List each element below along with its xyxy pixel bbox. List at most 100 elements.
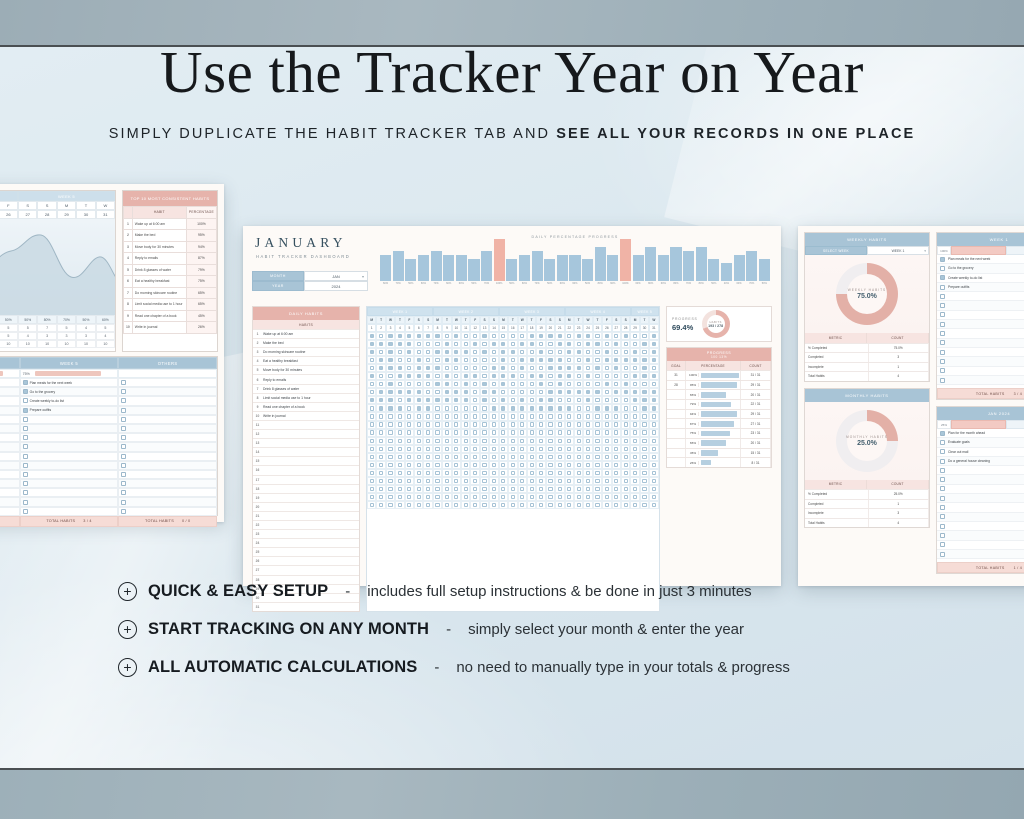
grid-checkbox[interactable] (548, 390, 553, 395)
grid-cell[interactable] (432, 348, 443, 357)
grid-checkbox[interactable] (538, 454, 544, 459)
grid-checkbox[interactable] (473, 382, 478, 387)
grid-checkbox[interactable] (595, 470, 600, 475)
grid-cell[interactable] (545, 436, 556, 445)
habit-row-empty[interactable]: 19 (253, 492, 359, 502)
grid-cell[interactable] (630, 436, 640, 445)
grid-cell[interactable] (376, 460, 386, 469)
grid-checkbox[interactable] (491, 414, 497, 419)
grid-cell[interactable] (639, 420, 650, 429)
checkbox[interactable] (121, 453, 127, 459)
grid-checkbox[interactable] (538, 406, 544, 411)
month-value[interactable]: JAN ▾ (304, 271, 368, 281)
grid-checkbox[interactable] (538, 470, 544, 475)
grid-cell[interactable] (639, 412, 650, 421)
grid-cell[interactable] (385, 476, 396, 485)
grid-cell[interactable] (583, 348, 593, 357)
grid-cell[interactable] (404, 476, 415, 485)
grid-cell[interactable] (451, 388, 462, 397)
grid-checkbox[interactable] (473, 414, 478, 419)
checkbox[interactable] (940, 293, 945, 299)
grid-checkbox[interactable] (444, 350, 450, 355)
grid-cell[interactable] (564, 332, 574, 341)
grid-checkbox[interactable] (557, 438, 562, 443)
grid-checkbox[interactable] (642, 374, 647, 379)
grid-cell[interactable] (630, 468, 640, 477)
grid-checkbox[interactable] (604, 486, 609, 491)
grid-checkbox[interactable] (651, 350, 656, 355)
grid-cell[interactable] (649, 340, 659, 349)
grid-cell[interactable] (395, 468, 405, 477)
grid-checkbox[interactable] (416, 446, 421, 451)
grid-cell[interactable] (583, 476, 593, 485)
grid-cell[interactable] (432, 500, 443, 510)
grid-cell[interactable] (451, 500, 462, 510)
grid-checkbox[interactable] (473, 358, 478, 363)
grid-checkbox[interactable] (595, 502, 600, 508)
grid-cell[interactable] (404, 452, 415, 461)
grid-checkbox[interactable] (567, 422, 572, 427)
grid-cell[interactable] (376, 428, 386, 437)
grid-checkbox[interactable] (435, 358, 440, 363)
grid-checkbox[interactable] (567, 382, 572, 387)
grid-cell[interactable] (602, 420, 612, 429)
grid-cell[interactable] (649, 484, 659, 493)
grid-cell[interactable] (526, 372, 537, 381)
grid-cell[interactable] (630, 412, 640, 421)
grid-checkbox[interactable] (538, 358, 544, 363)
grid-checkbox[interactable] (426, 333, 431, 339)
grid-cell[interactable] (602, 500, 612, 510)
grid-checkbox[interactable] (548, 341, 553, 347)
grid-cell[interactable] (442, 412, 452, 421)
grid-checkbox[interactable] (623, 366, 628, 371)
grid-cell[interactable] (592, 428, 603, 437)
grid-cell[interactable] (451, 460, 462, 469)
grid-cell[interactable] (423, 412, 433, 421)
grid-cell[interactable] (630, 356, 640, 365)
grid-checkbox[interactable] (501, 374, 506, 379)
grid-cell[interactable] (592, 420, 603, 429)
grid-cell[interactable] (376, 364, 386, 373)
grid-checkbox[interactable] (426, 494, 431, 500)
grid-checkbox[interactable] (632, 430, 638, 435)
grid-checkbox[interactable] (520, 470, 525, 475)
grid-cell[interactable] (470, 492, 480, 501)
grid-checkbox[interactable] (576, 341, 581, 347)
grid-checkbox[interactable] (557, 470, 562, 475)
grid-checkbox[interactable] (397, 382, 403, 387)
grid-cell[interactable] (592, 372, 603, 381)
grid-cell[interactable] (583, 428, 593, 437)
grid-checkbox[interactable] (614, 406, 619, 411)
grid-checkbox[interactable] (529, 406, 534, 411)
grid-cell[interactable] (602, 332, 612, 341)
grid-cell[interactable] (583, 380, 593, 389)
grid-cell[interactable] (555, 500, 565, 510)
grid-cell[interactable] (461, 372, 471, 381)
grid-checkbox[interactable] (529, 478, 534, 483)
grid-cell[interactable] (432, 340, 443, 349)
grid-cell[interactable] (620, 404, 631, 413)
habit-row-empty[interactable]: 22 (253, 519, 359, 529)
grid-cell[interactable] (517, 332, 527, 341)
grid-checkbox[interactable] (576, 462, 581, 467)
grid-checkbox[interactable] (473, 478, 478, 483)
grid-checkbox[interactable] (501, 333, 506, 339)
grid-checkbox[interactable] (407, 422, 412, 427)
grid-cell[interactable] (630, 476, 640, 485)
grid-checkbox[interactable] (426, 374, 431, 379)
grid-checkbox[interactable] (463, 502, 468, 508)
grid-checkbox[interactable] (642, 454, 647, 459)
grid-cell[interactable] (508, 340, 518, 349)
grid-cell[interactable] (573, 332, 584, 341)
grid-checkbox[interactable] (454, 406, 459, 411)
grid-checkbox[interactable] (482, 358, 487, 363)
grid-cell[interactable] (498, 484, 509, 493)
grid-checkbox[interactable] (426, 341, 431, 347)
grid-checkbox[interactable] (369, 486, 374, 491)
checkbox[interactable] (940, 505, 945, 511)
grid-cell[interactable] (470, 444, 480, 453)
grid-checkbox[interactable] (576, 422, 581, 427)
grid-cell[interactable] (564, 412, 574, 421)
grid-cell[interactable] (395, 380, 405, 389)
grid-checkbox[interactable] (529, 341, 534, 347)
